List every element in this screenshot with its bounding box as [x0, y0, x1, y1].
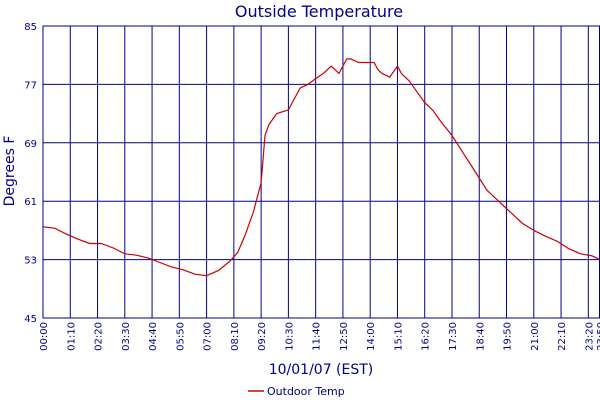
x-tick-label: 16:20	[421, 322, 432, 351]
x-tick-label: 03:30	[121, 322, 132, 351]
x-tick-label: 23:50	[596, 322, 600, 351]
x-tick-label: 10:30	[284, 322, 295, 351]
y-tick-label: 85	[24, 22, 37, 33]
x-tick-label: 02:20	[94, 322, 105, 351]
x-axis-label: 10/01/07 (EST)	[269, 362, 374, 378]
series-layer	[42, 58, 600, 277]
x-tick-labels: 00:00 01:10 02:20 03:30 04:40 05:50 07:00 08:10…	[39, 322, 600, 351]
chart-title: Outside Temperature	[235, 2, 403, 21]
x-tick-label: 22:10	[557, 322, 568, 351]
x-tick-label: 11:40	[312, 322, 323, 351]
y-tick-labels: 45 53 61 69 77 85	[24, 22, 37, 325]
x-tick-label: 12:50	[339, 322, 350, 351]
x-tick-label: 17:30	[448, 322, 459, 351]
grid-lines	[42, 25, 600, 319]
y-tick-label: 77	[24, 80, 37, 91]
y-tick-label: 61	[24, 197, 37, 208]
legend: Outdoor Temp	[248, 385, 345, 398]
y-axis-label: Degrees F	[2, 136, 18, 207]
x-tick-label: 00:00	[39, 322, 50, 351]
y-tick-label: 53	[24, 256, 37, 267]
x-tick-label: 23:20	[584, 322, 595, 351]
x-tick-label: 18:40	[475, 322, 486, 351]
x-tick-label: 08:10	[230, 322, 241, 351]
x-tick-label: 01:10	[66, 322, 77, 351]
x-tick-label: 19:50	[503, 322, 514, 351]
x-tick-label: 21:00	[530, 322, 541, 351]
x-tick-label: 15:10	[393, 322, 404, 351]
plot-frame	[42, 25, 600, 319]
x-tick-label: 04:40	[148, 322, 159, 351]
y-tick-label: 69	[24, 139, 37, 150]
x-tick-label: 09:20	[257, 322, 268, 351]
x-tick-label: 07:00	[203, 322, 214, 351]
legend-label: Outdoor Temp	[267, 385, 345, 398]
x-tick-label: 14:00	[366, 322, 377, 351]
series-line-outdoor-temp	[42, 58, 600, 277]
x-tick-label: 05:50	[175, 322, 186, 351]
y-tick-label: 45	[24, 314, 37, 325]
